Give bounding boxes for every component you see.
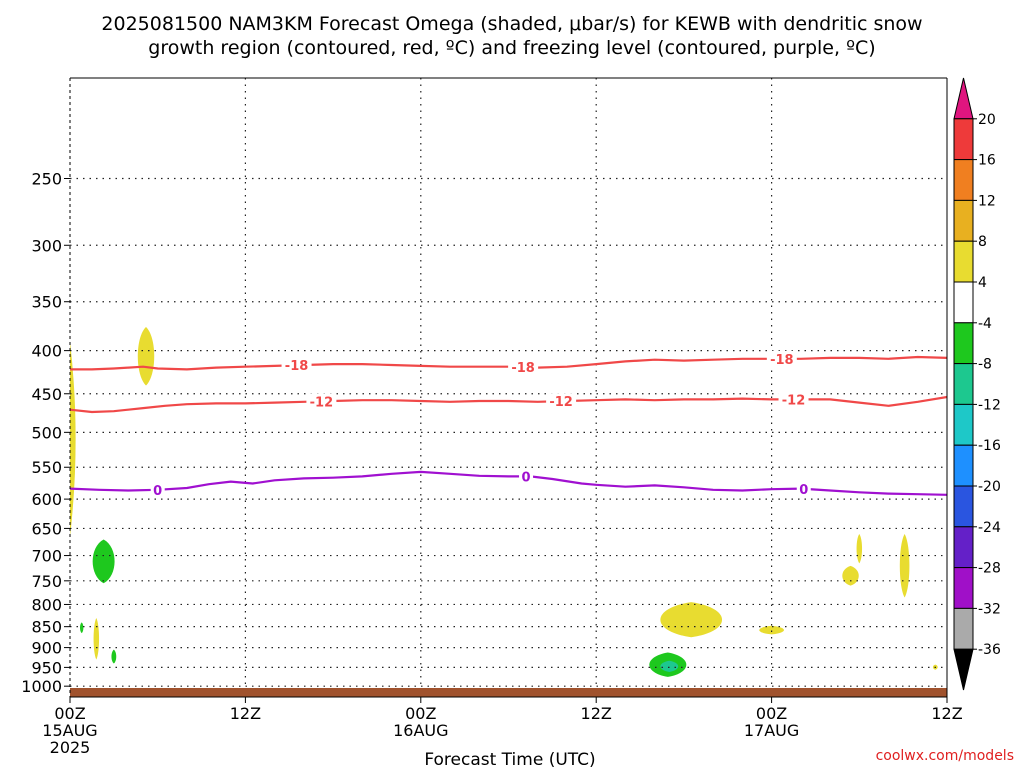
omega-shaded-region: [842, 565, 859, 586]
colorbar-swatch: [953, 403, 974, 446]
site-credit: coolwx.com/models: [876, 748, 1014, 764]
contour-label-bg: [796, 480, 811, 497]
contour-label-bg: [778, 391, 809, 408]
colorbar-arrow-bottom: [953, 648, 974, 691]
colorbar-label: -24: [978, 520, 1001, 536]
colorbar-label: -28: [978, 561, 1001, 577]
x-tick-label: 00Z: [405, 704, 436, 723]
contour-label: 0: [153, 484, 162, 499]
omega-shaded-region: [660, 602, 723, 638]
colorbar-label: 16: [978, 153, 996, 169]
axes: 250 300 350 400 450 500 550 600 650 700 750 800 850 9…: [21, 77, 963, 757]
x-tick-label: 15AUG: [42, 721, 97, 740]
colorbar-swatch: [953, 526, 974, 569]
x-tick-label: 17AUG: [744, 721, 799, 740]
colorbar-label: -16: [978, 438, 1001, 454]
contour-line: [69, 470, 948, 496]
colorbar-label: 20: [978, 112, 996, 128]
colorbar: 20 16 12 8 4 -4 -8 -12 -16 -20 -24 -28 -32 -36: [953, 77, 1001, 691]
colorbar-swatch: [953, 322, 974, 365]
y-tick-label: 500: [31, 423, 62, 442]
colorbar-label: -12: [978, 397, 1001, 413]
x-tick-label: 12Z: [931, 704, 962, 723]
colorbar-label: -8: [978, 357, 992, 373]
x-tick-label: 2025: [50, 738, 91, 757]
x-tick-label: 00Z: [756, 704, 787, 723]
contour-label-bg: [150, 481, 165, 498]
colorbar-swatch: [953, 118, 974, 161]
omega-shaded-region: [660, 660, 679, 672]
colorbar-swatch: [953, 607, 974, 650]
colorbar-swatch: [953, 485, 974, 528]
omega-shaded-region: [92, 539, 115, 584]
contour-label: -12: [310, 395, 334, 410]
y-tick-label: 700: [31, 547, 62, 566]
x-tick-label: 12Z: [581, 704, 612, 723]
colorbar-swatch: [953, 240, 974, 283]
contour-label-bg: [306, 393, 337, 410]
contour-label-bg: [281, 357, 312, 374]
colorbar-label: -32: [978, 601, 1001, 617]
y-tick-label: 300: [31, 236, 62, 255]
contour-label: 0: [522, 470, 531, 485]
colorbar-label: -20: [978, 479, 1001, 495]
omega-shaded-region: [137, 326, 155, 386]
omega-shaded-region: [79, 622, 84, 634]
contour-label: 0: [799, 483, 808, 498]
x-tick-label: 00Z: [54, 704, 85, 723]
colorbar-swatch: [953, 281, 974, 324]
omega-shaded-region: [93, 617, 100, 660]
chart-title-line-1: 2025081500 NAM3KM Forecast Omega (shaded…: [101, 13, 922, 35]
colorbar-swatch: [953, 199, 974, 242]
chart-title-line-2: growth region (contoured, red, ºC) and f…: [148, 37, 875, 59]
colorbar-label: -4: [978, 316, 992, 332]
omega-shaded-region: [899, 534, 910, 598]
colorbar-label: -36: [978, 642, 1001, 658]
y-tick-label: 850: [31, 618, 62, 637]
contour-label: -18: [511, 361, 535, 376]
y-tick-label: 550: [31, 458, 62, 477]
y-tick-label: 1000: [21, 677, 62, 696]
colorbar-label: 8: [978, 234, 987, 250]
omega-shaded-region: [111, 649, 117, 664]
terrain-fill: [70, 688, 947, 697]
colorbar-swatch: [953, 159, 974, 201]
contour-label: -12: [549, 395, 573, 410]
omega-shaded-region: [759, 625, 784, 635]
contour-label: -12: [782, 393, 806, 408]
y-tick-label: 250: [31, 170, 62, 189]
y-tick-label: 800: [31, 595, 62, 614]
y-tick-label: 750: [31, 572, 62, 591]
colorbar-label: 4: [978, 275, 987, 291]
plot-area: -18 -18 -18 -12 -12 -12 0 0 0: [69, 78, 948, 697]
colorbar-swatch: [953, 567, 974, 609]
x-tick-label: 12Z: [230, 704, 261, 723]
contour-label-bg: [508, 359, 539, 376]
y-tick-label: 600: [31, 490, 62, 509]
y-tick-label: 450: [31, 385, 62, 404]
colorbar-label: 12: [978, 193, 996, 209]
colorbar-swatch: [953, 444, 974, 487]
y-tick-label: 900: [31, 639, 62, 658]
contour-label-bg: [766, 350, 797, 367]
x-axis-title: Forecast Time (UTC): [424, 750, 595, 768]
plot-background: [70, 78, 947, 697]
x-tick-label: 16AUG: [393, 721, 448, 740]
contour-label: -18: [770, 353, 794, 368]
y-tick-label: 950: [31, 658, 62, 677]
y-tick-label: 350: [31, 293, 62, 312]
contour-label-bg: [519, 468, 534, 485]
contour-label-bg: [546, 393, 577, 410]
y-tick-label: 400: [31, 342, 62, 361]
contour-label: -18: [285, 359, 309, 374]
colorbar-swatch: [953, 363, 974, 405]
colorbar-arrow-top: [953, 77, 974, 120]
y-tick-label: 650: [31, 519, 62, 538]
